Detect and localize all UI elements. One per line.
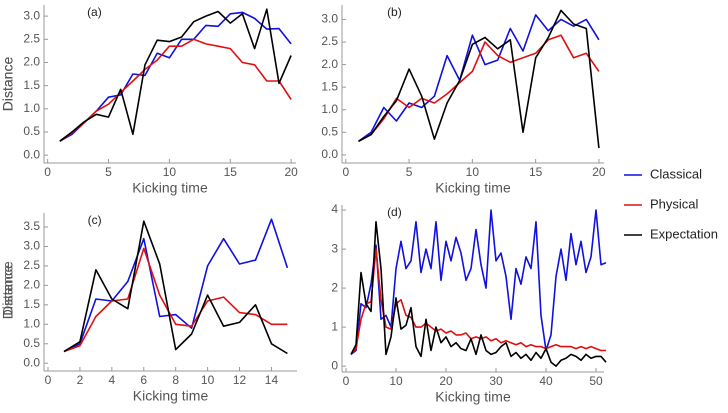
y-tick-label: 1.0 [23, 101, 40, 115]
series-line [358, 9, 600, 149]
panel-label: (a) [87, 5, 102, 19]
legend-label: Expectation [650, 226, 718, 241]
y-tick-label: 2.0 [321, 57, 338, 71]
x-tick-label: 5 [406, 165, 413, 179]
y-tick-label: 0.0 [23, 355, 40, 369]
y-tick-label: 2 [331, 280, 338, 294]
series-line [358, 14, 600, 142]
series-line [63, 247, 288, 353]
y-tick-label: 1.0 [321, 102, 338, 116]
x-tick-label: 8 [172, 373, 179, 387]
y-tick-label: 3.0 [321, 12, 338, 26]
y-tick-label: 1 [331, 319, 338, 333]
x-tick-label: 30 [489, 374, 503, 388]
series-line [63, 218, 289, 353]
series-line [350, 221, 607, 367]
y-axis-label: Distance [0, 261, 16, 316]
x-tick-label: 10 [466, 165, 480, 179]
series-line [350, 209, 607, 356]
panel-label: (b) [387, 5, 402, 19]
x-tick-label: 20 [284, 165, 298, 179]
y-axis-label: Distance [0, 57, 16, 112]
y-tick-label: 1.5 [321, 79, 338, 93]
x-tick-label: 14 [265, 373, 279, 387]
y-tick-label: 2.0 [23, 55, 40, 69]
panel-label: (c) [88, 213, 102, 227]
y-axis-label: Distance [0, 57, 16, 112]
x-tick-label: 10 [201, 373, 215, 387]
y-tick-label: 3.0 [23, 239, 40, 253]
x-axis-label: Kicking time [435, 180, 511, 196]
y-tick-label: 2.5 [23, 258, 40, 272]
y-tick-label: 1.0 [23, 316, 40, 330]
x-tick-label: 50 [589, 374, 603, 388]
x-tick-label: 6 [140, 373, 147, 387]
series-line [63, 220, 288, 355]
y-tick-label: 0 [331, 358, 338, 372]
series-line [358, 34, 600, 143]
x-tick-label: 15 [224, 165, 238, 179]
x-tick-label: 10 [389, 374, 403, 388]
y-tick-label: 0.5 [23, 124, 40, 138]
x-axis-label: Kicking time [132, 180, 208, 196]
x-tick-label: 12 [233, 373, 247, 387]
x-tick-label: 0 [45, 373, 52, 387]
y-tick-label: 0.0 [23, 147, 40, 161]
x-tick-label: 5 [105, 165, 112, 179]
y-axis-label: Distance [0, 265, 16, 320]
y-tick-label: 3.0 [23, 8, 40, 22]
y-tick-label: 2.0 [23, 278, 40, 292]
panel-label: (d) [387, 205, 402, 219]
legend-label: Physical [650, 196, 699, 211]
y-tick-label: 3.5 [23, 219, 40, 233]
x-tick-label: 10 [163, 165, 177, 179]
y-tick-label: 0.5 [23, 336, 40, 350]
x-tick-label: 20 [592, 165, 606, 179]
y-tick-label: 4 [331, 202, 338, 216]
y-tick-label: 1.5 [23, 297, 40, 311]
y-tick-label: 0.0 [321, 147, 338, 161]
legend-label: Classical [650, 166, 702, 181]
x-tick-label: 0 [343, 374, 350, 388]
x-axis-label: Kicking time [435, 389, 511, 405]
x-axis-label: Kicking time [133, 388, 209, 404]
x-tick-label: 4 [108, 373, 115, 387]
x-tick-label: 0 [44, 165, 51, 179]
y-tick-label: 3 [331, 241, 338, 255]
x-tick-label: 20 [439, 374, 453, 388]
x-tick-label: 40 [539, 374, 553, 388]
y-tick-label: 0.5 [321, 124, 338, 138]
series-line [59, 11, 292, 142]
y-tick-label: 2.5 [23, 31, 40, 45]
series-line [59, 38, 292, 142]
x-tick-label: 2 [77, 373, 84, 387]
x-tick-label: 0 [342, 165, 349, 179]
y-tick-label: 1.5 [23, 78, 40, 92]
series-line [59, 8, 292, 142]
y-tick-label: 2.5 [321, 34, 338, 48]
x-tick-label: 15 [529, 165, 543, 179]
